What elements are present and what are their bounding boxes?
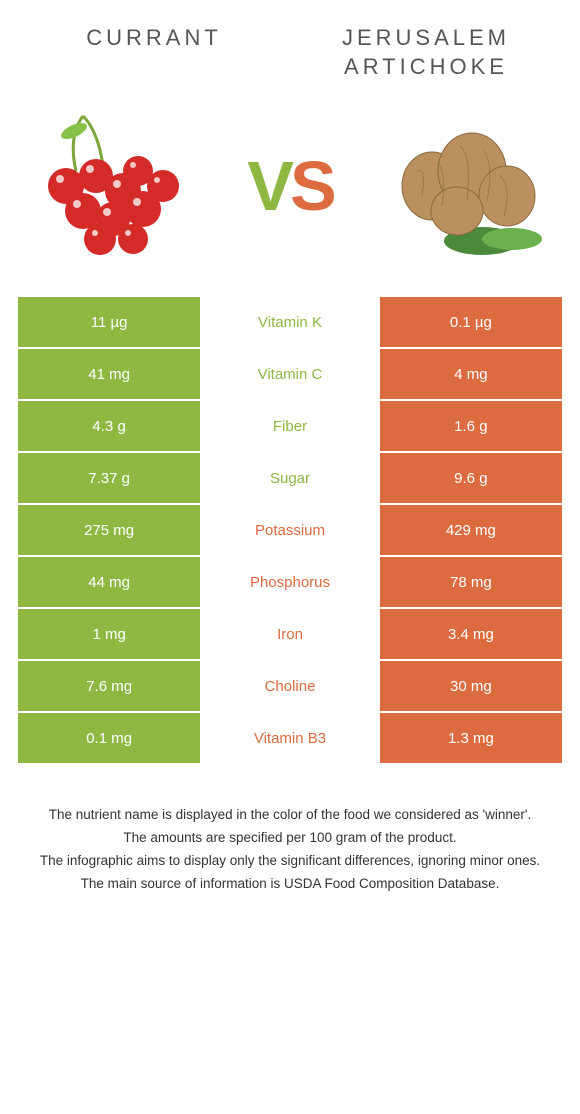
nutrient-label: Choline <box>200 661 380 713</box>
left-value: 41 mg <box>18 349 200 401</box>
nutrient-label: Vitamin C <box>200 349 380 401</box>
nutrient-label: Vitamin B3 <box>200 713 380 765</box>
left-value: 1 mg <box>18 609 200 661</box>
hero-row: VS <box>18 111 562 261</box>
nutrient-label: Phosphorus <box>200 557 380 609</box>
right-value: 1.6 g <box>380 401 562 453</box>
nutrition-row: 275 mgPotassium429 mg <box>18 505 562 557</box>
nutrition-row: 4.3 gFiber1.6 g <box>18 401 562 453</box>
footnote-line: The amounts are specified per 100 gram o… <box>24 828 556 849</box>
footnotes: The nutrient name is displayed in the co… <box>18 805 562 895</box>
right-value: 1.3 mg <box>380 713 562 765</box>
nutrition-row: 0.1 mgVitamin B31.3 mg <box>18 713 562 765</box>
right-value: 429 mg <box>380 505 562 557</box>
nutrient-label: Potassium <box>200 505 380 557</box>
nutrition-row: 1 mgIron3.4 mg <box>18 609 562 661</box>
nutrient-label: Fiber <box>200 401 380 453</box>
currant-illustration <box>28 111 208 261</box>
right-food-title: JERUSALEM ARTICHOKE <box>290 24 562 81</box>
right-value: 0.1 µg <box>380 297 562 349</box>
left-value: 7.37 g <box>18 453 200 505</box>
nutrient-label: Vitamin K <box>200 297 380 349</box>
artichoke-illustration <box>372 111 552 261</box>
left-value: 0.1 mg <box>18 713 200 765</box>
vs-v: V <box>247 147 290 225</box>
footnote-line: The infographic aims to display only the… <box>24 851 556 872</box>
right-value: 4 mg <box>380 349 562 401</box>
right-value: 9.6 g <box>380 453 562 505</box>
nutrient-label: Iron <box>200 609 380 661</box>
left-food-title: CURRANT <box>18 24 290 81</box>
right-value: 78 mg <box>380 557 562 609</box>
left-value: 275 mg <box>18 505 200 557</box>
nutrition-row: 11 µgVitamin K0.1 µg <box>18 297 562 349</box>
nutrition-row: 41 mgVitamin C4 mg <box>18 349 562 401</box>
right-value: 3.4 mg <box>380 609 562 661</box>
vs-s: S <box>290 147 333 225</box>
vs-label: VS <box>247 146 332 226</box>
nutrition-row: 7.6 mgCholine30 mg <box>18 661 562 713</box>
nutrient-label: Sugar <box>200 453 380 505</box>
left-value: 44 mg <box>18 557 200 609</box>
right-value: 30 mg <box>380 661 562 713</box>
footnote-line: The main source of information is USDA F… <box>24 874 556 895</box>
left-value: 4.3 g <box>18 401 200 453</box>
nutrition-table: 11 µgVitamin K0.1 µg41 mgVitamin C4 mg4.… <box>18 297 562 765</box>
footnote-line: The nutrient name is displayed in the co… <box>24 805 556 826</box>
left-value: 11 µg <box>18 297 200 349</box>
nutrition-row: 44 mgPhosphorus78 mg <box>18 557 562 609</box>
left-value: 7.6 mg <box>18 661 200 713</box>
header: CURRANT JERUSALEM ARTICHOKE <box>18 24 562 81</box>
nutrition-row: 7.37 gSugar9.6 g <box>18 453 562 505</box>
